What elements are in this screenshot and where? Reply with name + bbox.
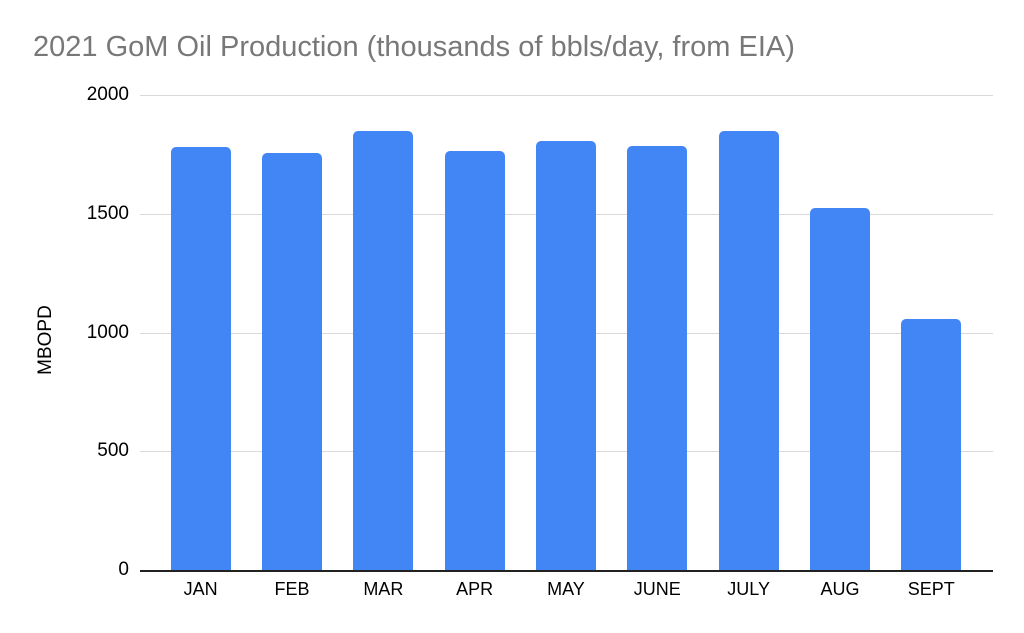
bar-apr (444, 150, 505, 570)
y-tick-label-1000: 1000 (86, 321, 129, 343)
bar-slot-aug (794, 95, 885, 570)
bar-slot-mar (338, 95, 429, 570)
y-tick-label-1500: 1500 (86, 202, 129, 224)
bar-jan (170, 147, 231, 570)
bar-aug (809, 207, 870, 570)
y-axis-tick-labels: 0 500 1000 1500 2000 (0, 84, 129, 580)
bar-june (627, 146, 688, 570)
bar-slot-feb (246, 95, 337, 570)
y-tick-label-500: 500 (97, 440, 129, 462)
x-tick-label-may: MAY (547, 579, 585, 599)
bar-slot-july (703, 95, 794, 570)
bar-slot-apr (429, 95, 520, 570)
y-tick-label-2000: 2000 (86, 84, 129, 105)
x-tick-label-june: JUNE (633, 579, 681, 599)
bar-july (718, 130, 779, 570)
y-tick-label-0: 0 (118, 559, 129, 580)
bar-slot-jan (155, 95, 246, 570)
x-tick-label-july: JULY (727, 579, 770, 599)
bar-may (535, 141, 596, 570)
x-tick-label-sept: SEPT (907, 579, 955, 599)
x-tick-label-aug: AUG (820, 579, 860, 599)
x-axis-tick-labels: JAN FEB MAR APR MAY JUNE JULY AUG SEPT (155, 578, 977, 600)
bar-series (155, 95, 977, 570)
bar-slot-sept (886, 95, 977, 570)
x-tick-label-jan: JAN (183, 579, 218, 599)
gridline-2000 (140, 95, 993, 96)
chart-title: 2021 GoM Oil Production (thousands of bb… (33, 31, 795, 63)
bar-slot-june (612, 95, 703, 570)
x-tick-label-apr: APR (456, 579, 494, 599)
bar-sept (901, 319, 962, 570)
bar-mar (353, 130, 414, 570)
x-tick-label-feb: FEB (274, 579, 310, 599)
x-tick-label-mar: MAR (363, 579, 404, 599)
bar-slot-may (520, 95, 611, 570)
bar-feb (261, 153, 322, 570)
